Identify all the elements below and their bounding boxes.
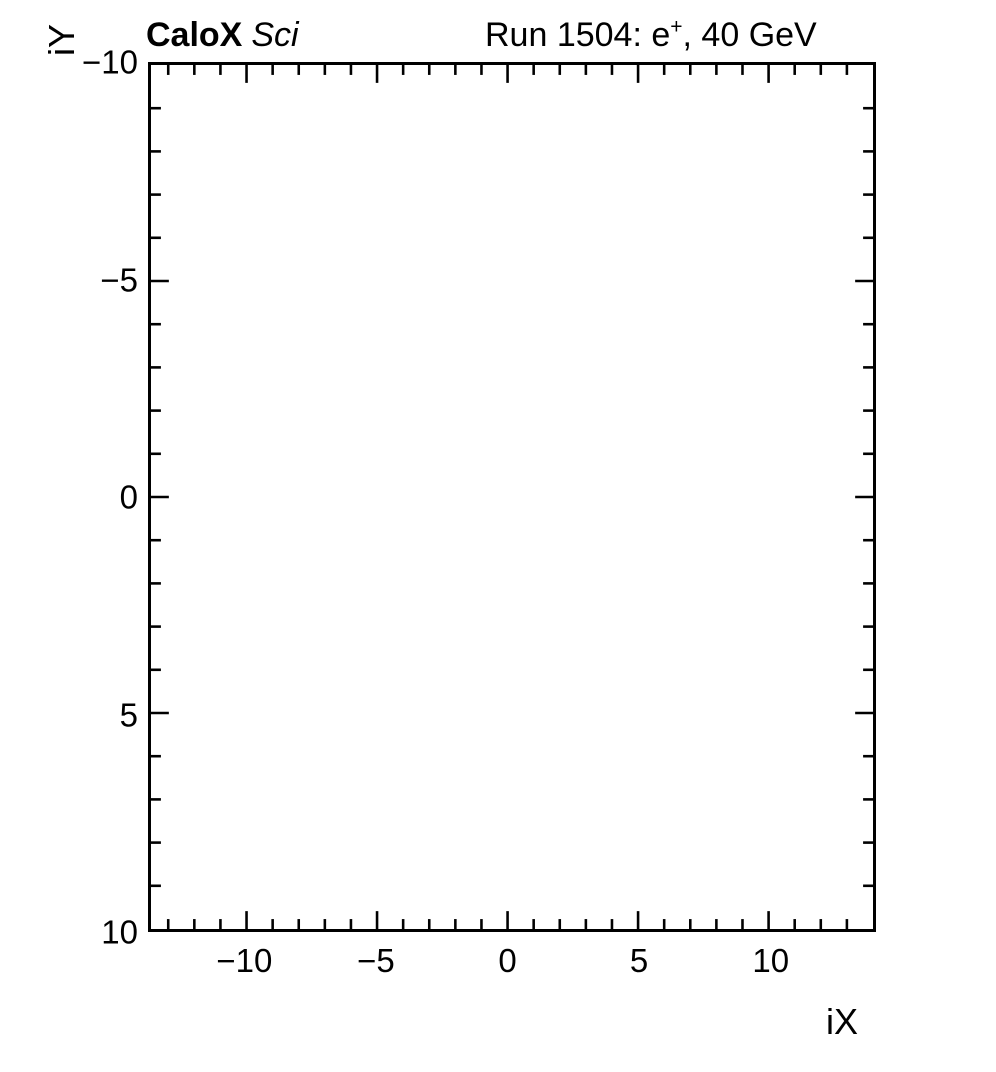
experiment-label: CaloX Sci <box>146 18 299 52</box>
y-axis-title: iY <box>41 23 82 56</box>
x-axis-tick-labels: −10 −5 0 5 10 <box>148 944 876 986</box>
run-info-label: Run 1504: e+, 40 GeV <box>485 15 817 54</box>
x-tick-label: 5 <box>629 942 649 979</box>
x-tick-label: −5 <box>357 942 395 979</box>
plot-frame <box>148 62 876 932</box>
experiment-subdetector: Sci <box>251 16 299 54</box>
x-tick-label: 10 <box>752 942 790 979</box>
y-tick-label: −5 <box>100 261 138 298</box>
y-axis-tick-labels: 10 5 0 −5 −10 <box>0 46 138 949</box>
run-info-suffix: , 40 GeV <box>682 16 817 54</box>
run-info-prefix: Run 1504: e <box>485 16 671 54</box>
particle-charge-superscript: + <box>670 15 683 39</box>
y-tick-label: 0 <box>119 478 138 516</box>
axis-tick-layer <box>151 65 873 929</box>
x-tick-label: 0 <box>498 942 517 979</box>
y-tick-label: 5 <box>119 696 138 733</box>
x-axis-title: iX <box>826 1001 859 1042</box>
y-tick-label: −10 <box>82 43 138 81</box>
experiment-name: CaloX <box>146 16 243 54</box>
x-tick-label: −10 <box>216 942 273 979</box>
y-tick-label: 10 <box>101 913 138 951</box>
